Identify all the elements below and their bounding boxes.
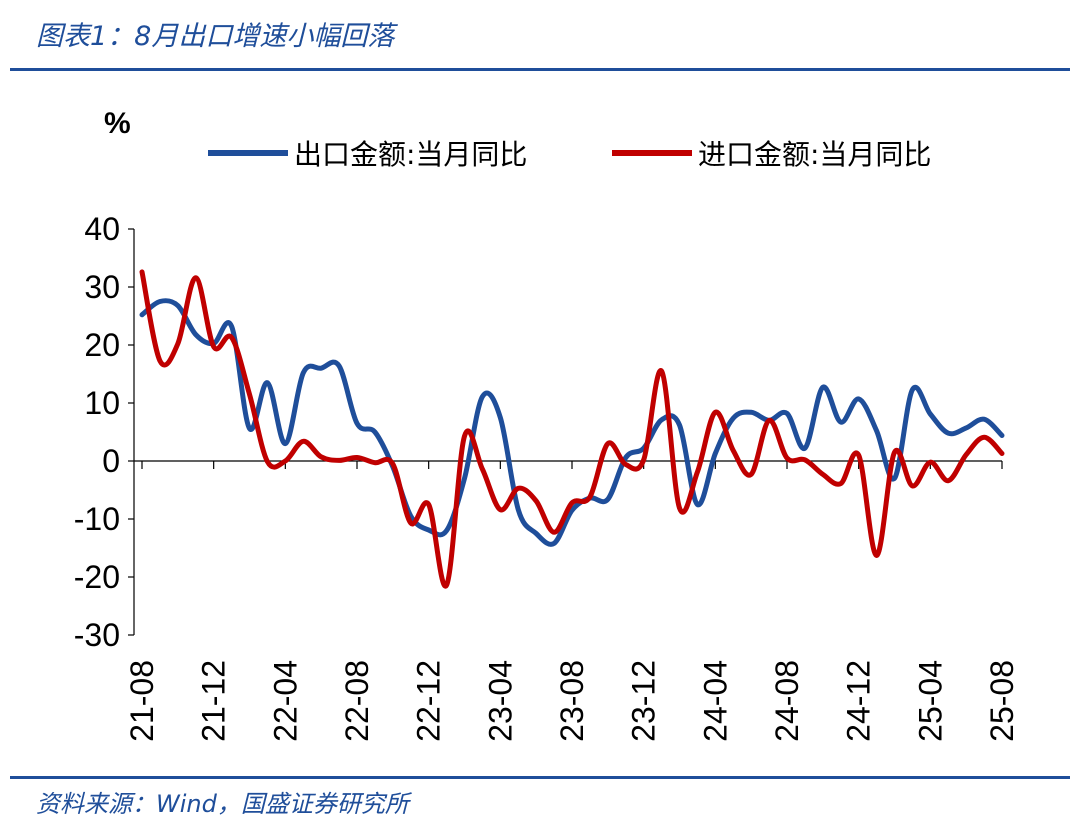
x-axis-tick-labels: 21-08 21-12 22-04 22-08 22-12 23-04 23-08 23-12… <box>124 660 1020 742</box>
y-tick-label: 0 <box>102 443 120 479</box>
legend: 出口金额:当月同比 进口金额:当月同比 <box>208 138 931 171</box>
legend-label-import: 进口金额:当月同比 <box>698 138 931 171</box>
y-tick-label: 30 <box>84 269 120 305</box>
y-tick-label: 40 <box>84 211 120 247</box>
import-series-line <box>139 269 1005 589</box>
x-tick-label: 25-08 <box>984 660 1020 742</box>
source-note: 资料来源：Wind，国盛证券研究所 <box>36 790 409 818</box>
x-tick-label: 24-08 <box>769 660 805 742</box>
x-tick-label: 22-08 <box>339 660 375 742</box>
y-tick-label: 20 <box>84 327 120 363</box>
x-tick-label: 24-12 <box>841 660 877 742</box>
y-tick-label: -20 <box>74 559 120 595</box>
y-tick-label: -10 <box>74 501 120 537</box>
chart-title: 图表1：8月出口增速小幅回落 <box>36 21 395 52</box>
x-tick-label: 23-04 <box>482 660 518 742</box>
axes <box>128 228 1003 636</box>
x-tick-label: 24-04 <box>697 660 733 742</box>
title-rule <box>10 68 1070 71</box>
export-series-line <box>139 298 1005 547</box>
series-lines <box>139 269 1005 589</box>
x-tick-label: 22-04 <box>267 660 303 742</box>
x-tick-label: 21-12 <box>196 660 232 742</box>
x-tick-label: 25-04 <box>912 660 948 742</box>
y-tick-label: -30 <box>74 617 120 653</box>
y-axis-tick-labels: 40 30 20 10 0 -10 -20 -30 <box>74 211 120 653</box>
x-tick-label: 22-12 <box>411 660 447 742</box>
y-unit-label: % <box>104 107 131 140</box>
line-chart: % 出口金额:当月同比 进口金额:当月同比 40 30 20 10 0 -10 -20 -30… <box>74 107 1020 742</box>
x-tick-label: 21-08 <box>124 660 160 742</box>
x-tick-label: 23-08 <box>554 660 590 742</box>
legend-label-export: 出口金额:当月同比 <box>294 138 527 171</box>
source-rule <box>10 776 1070 779</box>
y-tick-label: 10 <box>84 385 120 421</box>
x-tick-label: 23-12 <box>626 660 662 742</box>
